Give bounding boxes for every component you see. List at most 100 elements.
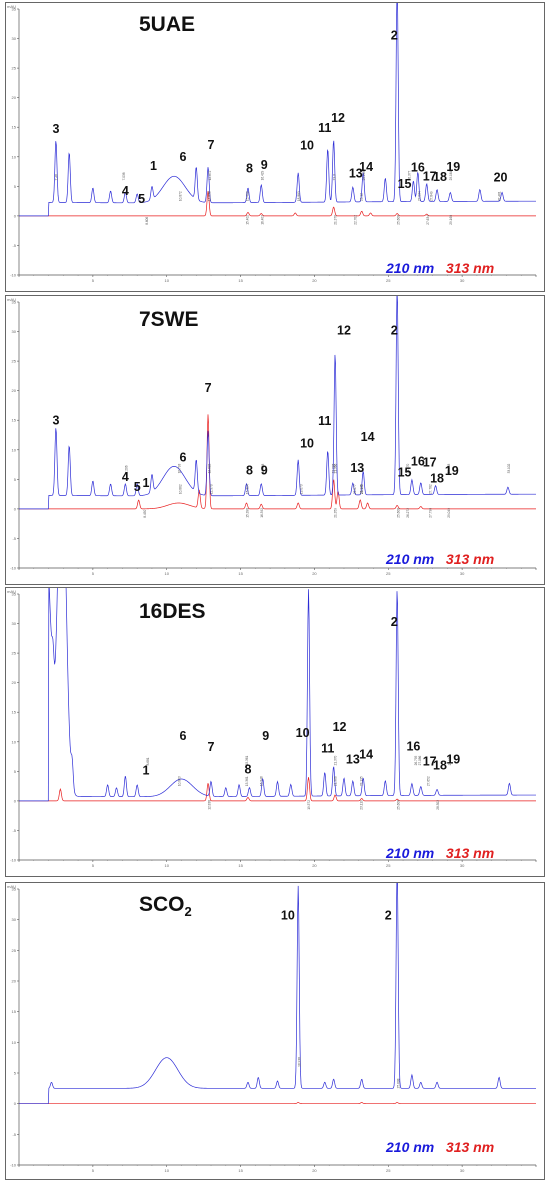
peak-label-19: 19 (446, 753, 460, 767)
chromatogram-panel-5uae: -10 -5 0 5 10 15 20 25 30 35 mAU 5 10 15 20 25 30 2.48 12.… (5, 2, 545, 292)
retention-time-label: 23.135 (360, 776, 364, 786)
peak-label-13: 13 (349, 166, 363, 180)
retention-time-label: 23.125 (360, 484, 364, 494)
retention-time-label: 29.168 (449, 215, 453, 225)
peak-label-4: 4 (122, 470, 129, 484)
retention-time-label: 12.838 (208, 800, 212, 810)
retention-time-label: 21.226 (332, 463, 336, 473)
x-tick-label: 10 (164, 1168, 169, 1173)
y-tick-label: 5 (14, 477, 17, 482)
retention-time-label: 7.206 (124, 465, 128, 473)
y-tick-label: 25 (12, 66, 17, 71)
y-tick-label: 30 (12, 621, 17, 626)
peak-label-2: 2 (391, 324, 398, 338)
retention-time-label: 16.458 (261, 463, 265, 473)
y-tick-label: 10 (12, 1040, 17, 1045)
y-tick-label: 30 (12, 329, 17, 334)
retention-time-label: 26.377 (408, 170, 412, 180)
retention-time-label: 32.461 (497, 191, 501, 201)
y-tick-label: 0 (14, 798, 17, 803)
panel-title-7swe: 7SWE (139, 308, 199, 331)
y-tick-label: -5 (12, 1132, 16, 1137)
chromatogram-panel-7swe: -10 -5 0 5 10 15 20 25 30 35 mAU 5 10 15 20 25 30 12.822 1… (5, 295, 545, 585)
peak-label-18: 18 (433, 759, 447, 773)
trace-210nm (19, 588, 536, 802)
retention-time-label: 21.370 (334, 755, 338, 765)
retention-time-label: 25.608 (396, 800, 400, 810)
y-tick-label: 10 (12, 154, 17, 159)
retention-time-label: 27.782 (428, 484, 432, 494)
trace-313nm (19, 414, 536, 510)
retention-time-label: 26.795 (414, 755, 418, 765)
chromatogram-panel-sco2: -10 -5 0 5 10 15 20 25 30 35 mAU 5 10 15 20 25 30 18.938 2… (5, 882, 545, 1180)
peak-label-13: 13 (346, 753, 360, 767)
legend-313nm: 313 nm (445, 1139, 495, 1155)
legend-210nm: 210 nm (386, 260, 435, 276)
y-unit-label: mAU (7, 4, 16, 9)
trace-210nm (19, 296, 536, 510)
retention-time-label: 26.270 (406, 463, 410, 473)
x-tick-label: 10 (164, 278, 169, 283)
x-tick-label: 30 (460, 1168, 465, 1173)
retention-time-label: 12.822 (207, 463, 211, 473)
legend-313nm: 313 nm (445, 845, 495, 861)
peak-label-9: 9 (261, 158, 268, 172)
retention-time-label: 15.400 (245, 191, 249, 201)
y-tick-label: -10 (10, 858, 17, 863)
retention-time-label: 27.796 (429, 508, 433, 518)
peak-label-11: 11 (318, 414, 331, 428)
peak-label-16: 16 (406, 740, 420, 754)
peak-label-8: 8 (246, 162, 253, 176)
legend-210nm: 210 nm (386, 1139, 435, 1155)
y-tick-label: -5 (12, 828, 16, 833)
retention-time-label: 27.034 (417, 191, 421, 201)
peak-label-20: 20 (494, 171, 508, 185)
legend-210nm: 210 nm (386, 845, 435, 861)
y-tick-label: 10 (12, 739, 17, 744)
legend-sco2: 210 nm 313 nm (386, 1139, 494, 1155)
peak-label-14: 14 (359, 160, 373, 174)
x-tick-label: 15 (238, 1168, 243, 1173)
y-tick-label: 35 (12, 887, 17, 892)
retention-time-label: 27.086 (418, 755, 422, 765)
y-tick-label: -10 (10, 566, 17, 571)
retention-time-label: 27.849 (429, 191, 433, 201)
peak-label-1: 1 (150, 159, 157, 173)
y-tick-label: 5 (14, 184, 17, 189)
y-tick-label: 35 (12, 300, 17, 305)
peak-label-10: 10 (300, 139, 314, 153)
x-tick-label: 5 (92, 571, 95, 576)
peak-label-5: 5 (138, 192, 145, 206)
peak-label-18: 18 (433, 170, 447, 184)
peak-label-15: 15 (398, 177, 412, 191)
trace-313nm (19, 1102, 536, 1105)
peak-label-16: 16 (411, 455, 425, 469)
x-tick-label: 25 (386, 571, 391, 576)
panel-title-sco2: SCO2 (139, 893, 192, 920)
y-tick-label: 20 (12, 388, 17, 393)
y-tick-label: 20 (12, 95, 17, 100)
retention-time-label: 15.394 (245, 484, 249, 494)
peak-label-4: 4 (122, 184, 129, 198)
trace-210nm (19, 3, 536, 217)
y-tick-label: 25 (12, 651, 17, 656)
retention-time-label: 16.348 (259, 776, 263, 786)
y-tick-label: 10 (12, 447, 17, 452)
peak-label-3: 3 (52, 122, 59, 136)
peak-label-17: 17 (423, 169, 437, 183)
retention-time-label: 12.838 (208, 191, 212, 201)
peak-label-10: 10 (296, 726, 310, 740)
peak-label-8: 8 (244, 763, 251, 777)
retention-time-label: 15.361 (245, 776, 249, 786)
retention-time-label: 23.12 (360, 193, 364, 201)
x-tick-label: 30 (460, 571, 465, 576)
retention-time-label: 15.361 (245, 755, 249, 765)
peak-label-6: 6 (179, 150, 186, 164)
retention-time-label: 25.608 (396, 508, 400, 518)
y-tick-label: -5 (12, 536, 16, 541)
retention-time-label: 19.572 (307, 800, 311, 810)
retention-time-label: 21.370 (334, 215, 338, 225)
y-tick-label: 15 (12, 710, 17, 715)
x-tick-label: 5 (92, 1168, 95, 1173)
